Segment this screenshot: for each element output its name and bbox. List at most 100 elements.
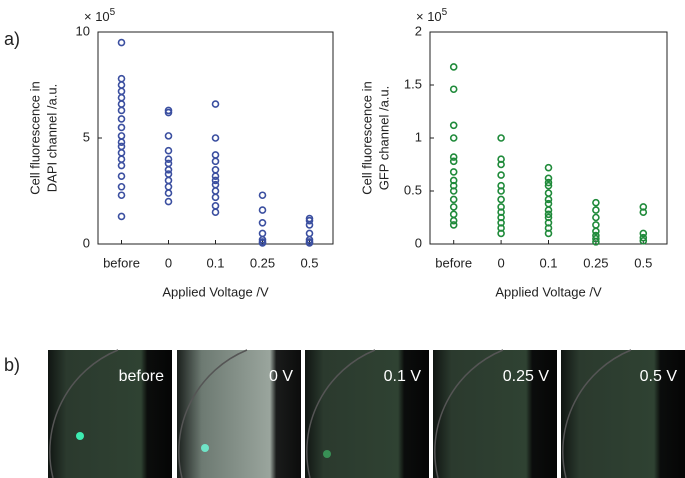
data-point [164,176,173,185]
data-point [117,212,126,221]
axis-multiplier: × 105 [84,7,116,25]
data-point [164,108,173,117]
cell [201,444,209,452]
data-point [117,142,126,151]
y-axis-label: GFP channel /a.u. [376,86,391,191]
data-point [117,87,126,96]
data-point [258,239,267,247]
data-point [164,197,173,206]
data-point [592,206,600,214]
microscopy-image [48,350,172,478]
panel-label: b) [4,355,20,375]
y-axis-label: Cell fluorescence in [27,81,42,194]
plot-frame [97,31,334,245]
image-label: 0.25 V [503,368,550,385]
y-tick-label: 10 [76,23,90,38]
data-point [164,146,173,155]
data-point [449,63,458,71]
data-point [117,81,126,89]
data-point [544,163,553,172]
data-point [449,216,458,225]
image-label: 0.1 V [384,368,422,385]
channel-edge [434,349,504,478]
data-point [117,155,126,163]
data-point [258,206,267,214]
data-point [117,149,126,157]
data-point [497,134,505,142]
data-point [258,191,267,200]
multiplier-exponent: 5 [110,7,116,18]
x-tick-label: 0 [497,255,504,270]
data-point [497,187,505,195]
data-point [639,229,648,238]
y-axis-label: Cell fluorescence in [359,81,374,194]
x-tick-label: 0.5 [634,255,652,270]
data-point [117,161,126,170]
data-point [117,93,126,102]
data-point [497,160,505,169]
data-point [164,159,173,168]
x-tick-label: 0.1 [539,255,557,270]
data-point [592,213,600,222]
data-point [449,157,458,166]
plot-frame [429,31,668,245]
data-point [117,38,126,47]
data-point [544,174,553,183]
data-point [497,195,505,204]
data-point [211,157,220,166]
data-point [117,100,126,108]
data-point [544,206,553,214]
channel-edge [49,349,119,478]
x-axis-label: Applied Voltage /V [162,284,269,299]
x-tick-label: before [103,255,140,270]
y-tick-label: 1 [415,129,422,144]
data-point [117,115,126,123]
data-point [211,202,220,210]
microscopy-image [433,350,557,478]
y-tick-label: 2 [415,23,422,38]
data-point [449,210,458,219]
data-point [449,134,458,142]
data-point [544,181,553,190]
x-tick-label: 0 [165,255,172,270]
data-point [211,134,220,142]
multiplier-exponent: 5 [442,7,448,18]
data-point [117,182,126,191]
data-point [592,234,600,243]
data-point [211,187,220,195]
data-point [258,219,267,227]
y-tick-label: 0 [83,235,90,250]
cell [323,450,331,458]
data-point [211,180,220,189]
data-point [211,151,220,159]
y-axis-label: DAPI channel /a.u. [44,84,59,192]
data-point [497,171,505,179]
data-point [639,237,648,245]
data-point [449,121,458,130]
panel-label: a) [4,29,20,49]
data-point [592,221,600,229]
data-point [449,85,458,94]
data-point [164,155,173,163]
data-point [449,168,458,176]
data-point [117,106,126,115]
x-tick-label: 0.25 [250,255,275,270]
channel-edge [562,349,632,478]
multiplier-base: × 10 [416,9,442,24]
data-point [544,189,553,197]
data-point [544,178,553,187]
data-point [449,187,458,195]
data-point [544,210,553,219]
data-point [305,229,314,238]
data-point [592,238,600,246]
data-point [449,221,458,229]
cell [76,432,84,440]
x-axis-label: Applied Voltage /V [495,284,602,299]
microscopy-image [561,350,685,478]
data-point [449,195,458,204]
data-point [544,195,553,204]
data-point [592,227,600,236]
data-point [211,176,220,185]
data-point [305,216,314,225]
